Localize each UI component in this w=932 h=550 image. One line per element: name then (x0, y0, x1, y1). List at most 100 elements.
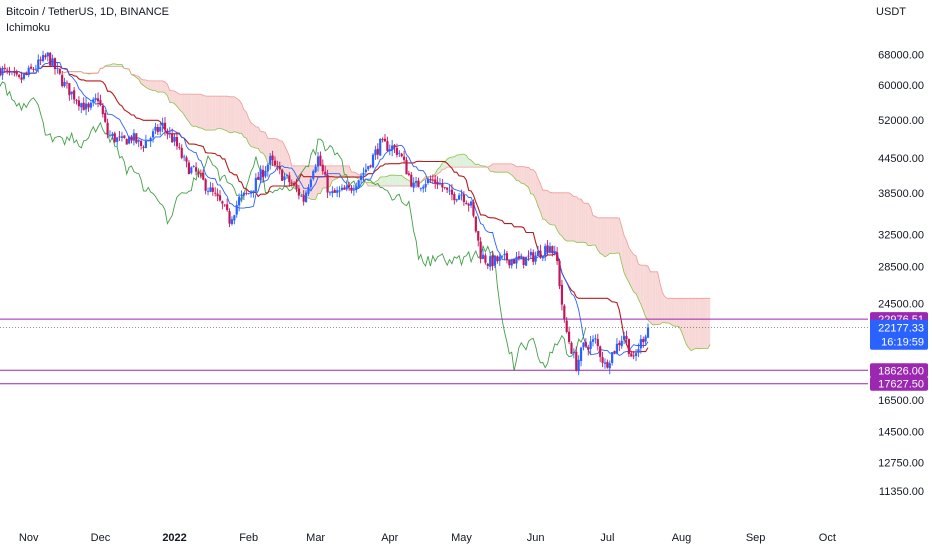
candle-body (264, 170, 267, 177)
candle-body (398, 152, 401, 154)
candle-body (302, 195, 305, 202)
candle-body (587, 347, 590, 350)
cloud-segment (370, 182, 374, 186)
candle-body (474, 216, 477, 232)
cloud-segment (535, 172, 539, 207)
candle-body (87, 103, 90, 108)
cloud-segment (162, 80, 165, 94)
cloud-segment (693, 298, 696, 350)
senkou-span-b-line (62, 66, 711, 299)
candle-body (226, 204, 229, 211)
cloud-segment (588, 203, 591, 246)
candle-body (455, 199, 458, 201)
cloud-segment (549, 192, 553, 226)
candle-body (477, 231, 480, 241)
candle-body (118, 136, 121, 138)
cloud-segment (181, 94, 185, 115)
cloud-segment (349, 165, 352, 177)
cloud-segment (239, 100, 242, 134)
candle-body (498, 256, 501, 261)
candle-body (46, 52, 49, 57)
candle-body (171, 133, 174, 143)
price-axis[interactable]: 68000.00 60000.00 52000.00 44500.00 38500.00… (0, 49, 928, 498)
candle-body (579, 347, 583, 361)
time-axis[interactable]: Nov Dec 2022 Feb Mar Apr May Jun Jul Aug Sep Oct (19, 532, 836, 544)
cloud-segment (664, 296, 668, 324)
candle-body (73, 90, 76, 100)
candle-body (266, 164, 269, 172)
candle-body (450, 189, 454, 195)
candle-body (242, 192, 246, 196)
cloud-segment (277, 138, 280, 170)
candle-body (508, 260, 511, 266)
candle-body (410, 174, 413, 187)
candle-body (458, 195, 461, 200)
candle-body (180, 147, 183, 158)
cloud-segment (167, 84, 170, 103)
cloud-segment (172, 90, 175, 104)
candle-body (486, 263, 489, 266)
indicator-label[interactable]: Ichimoku (6, 22, 51, 34)
candle-body (130, 136, 133, 141)
candle-body (321, 164, 324, 172)
cloud-segment (251, 122, 254, 148)
price-tick-label: 11350.00 (879, 486, 924, 498)
candle-body (359, 175, 363, 180)
cloud-segment (545, 190, 548, 223)
cloud-segment (648, 266, 651, 323)
candle-body (443, 187, 446, 188)
cloud-segment (559, 192, 562, 237)
candle-body (82, 102, 85, 111)
cloud-segment (246, 111, 249, 144)
level-price-badge (870, 363, 928, 378)
candle-body (319, 155, 322, 166)
cloud-segment (595, 216, 598, 251)
ichimoku-cloud (62, 63, 711, 351)
candle-body (551, 246, 554, 253)
cloud-segment (619, 218, 622, 264)
candle-body (618, 342, 621, 346)
candle-body (465, 202, 468, 205)
senkou-span-a-line (62, 63, 711, 352)
cloud-segment (392, 175, 395, 186)
cloud-segment (533, 169, 536, 200)
candle-body (362, 172, 365, 176)
cloud-segment (184, 94, 187, 119)
cloud-segment (461, 153, 464, 168)
candle-body (414, 180, 418, 183)
candle-body (481, 254, 485, 259)
cloud-segment (208, 96, 211, 131)
candle-body (34, 68, 37, 70)
candle-body (20, 77, 23, 80)
candle-body (324, 171, 327, 175)
candle-body (89, 102, 92, 108)
candle-body (328, 192, 332, 194)
candle-body (254, 177, 257, 192)
cloud-segment (506, 163, 510, 174)
cloud-segment (626, 240, 629, 283)
candle-body (137, 140, 140, 142)
candle-body (568, 331, 571, 342)
candle-body (290, 182, 293, 184)
cloud-segment (640, 265, 644, 311)
cloud-segment (456, 154, 460, 168)
cloud-segment (112, 63, 115, 67)
cloud-segment (449, 156, 452, 168)
candle-body (546, 245, 549, 253)
candle-body (505, 253, 509, 261)
candle-body (491, 255, 494, 267)
candle-body (247, 193, 250, 195)
candle-body (314, 166, 317, 172)
cloud-segment (217, 96, 220, 129)
candle-body (608, 363, 611, 369)
candle-body (403, 156, 406, 160)
candle-body (348, 185, 351, 188)
cloud-segment (193, 94, 197, 127)
candle-body (252, 190, 255, 193)
cloud-segment (169, 90, 173, 103)
candle-body (135, 133, 138, 143)
candle-body (29, 66, 33, 69)
candle-body (25, 74, 28, 75)
